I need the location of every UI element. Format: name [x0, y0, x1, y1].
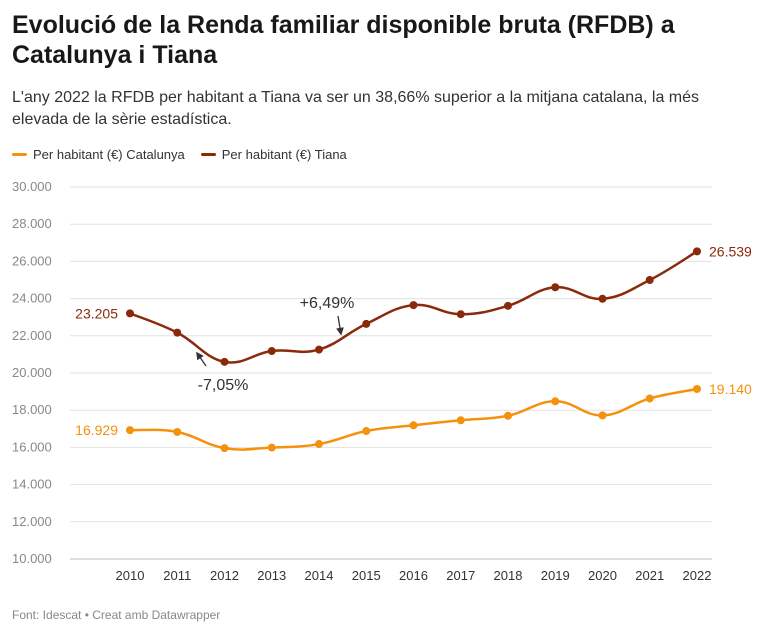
data-point-tiana-2018 [504, 301, 512, 310]
y-tick-label: 20.000 [12, 365, 52, 380]
data-point-tiana-2016 [409, 301, 418, 310]
x-tick-label: 2014 [305, 568, 334, 583]
label-catalunya-start: 16.929 [75, 422, 118, 438]
data-point-catalunya-2015 [362, 427, 371, 436]
label-tiana-start: 23.205 [75, 305, 118, 321]
line-chart: 10.000 12.000 14.000 16.000 18.000 20.000 22.0… [12, 179, 752, 583]
chart-title: Evolució de la Renda familiar disponible… [12, 11, 675, 69]
x-tick-label: 2010 [116, 568, 145, 583]
data-point-tiana-2021 [645, 276, 654, 284]
data-point-catalunya-2010 [126, 426, 134, 435]
x-tick-label: 2020 [588, 568, 617, 583]
data-point-tiana-2022 [693, 247, 701, 256]
y-tick-label: 26.000 [12, 253, 52, 268]
data-point-tiana-2017 [456, 310, 465, 319]
legend: Per habitant (€) Catalunya Per habitant … [12, 145, 363, 163]
y-tick-label: 14.000 [12, 477, 52, 492]
annotation-rise: +6,49% [300, 295, 355, 312]
data-point-catalunya-2017 [456, 416, 465, 425]
source-footer: Font: Idescat • Creat amb Datawrapper [12, 608, 221, 622]
chart-subtitle: L'any 2022 la RFDB per habitant a Tiana … [12, 89, 700, 128]
data-point-catalunya-2019 [551, 397, 560, 406]
data-point-tiana-2015 [362, 319, 371, 328]
label-catalunya-end: 19.140 [709, 381, 752, 397]
data-point-tiana-2020 [598, 294, 607, 303]
legend-item-tiana: Per habitant (€) Tiana [200, 146, 347, 162]
y-tick-label: 30.000 [12, 179, 52, 194]
x-tick-label: 2017 [446, 568, 475, 583]
legend-label-catalunya: Per habitant (€) Catalunya [33, 146, 185, 162]
data-point-catalunya-2011 [173, 427, 182, 436]
x-tick-label: 2018 [494, 568, 523, 583]
y-tick-label: 12.000 [12, 514, 52, 529]
x-tick-label: 2011 [163, 568, 191, 583]
x-tick-label: 2013 [257, 568, 286, 583]
data-point-tiana-2013 [267, 347, 276, 356]
data-point-tiana-2011 [173, 328, 182, 337]
x-tick-label: 2016 [399, 568, 428, 583]
data-point-catalunya-2013 [267, 443, 276, 452]
y-tick-label: 22.000 [12, 328, 52, 343]
y-tick-label: 28.000 [12, 216, 52, 231]
data-point-catalunya-2020 [598, 411, 607, 420]
series-line-catalunya [129, 387, 698, 451]
y-tick-label: 24.000 [12, 291, 52, 306]
y-tick-label: 10.000 [12, 551, 52, 566]
legend-item-catalunya: Per habitant (€) Catalunya [12, 147, 185, 162]
data-point-tiana-2019 [551, 283, 560, 292]
x-tick-label: 2021 [635, 568, 664, 583]
data-point-catalunya-2021 [645, 394, 654, 403]
y-tick-label: 16.000 [12, 439, 52, 454]
legend-label-tiana: Per habitant (€) Tiana [221, 146, 347, 162]
legend-swatch-catalunya [12, 152, 27, 156]
x-tick-label: 2015 [352, 568, 381, 583]
x-tick-label: 2019 [541, 568, 570, 583]
data-point-catalunya-2022 [693, 384, 701, 393]
data-point-tiana-2014 [315, 345, 323, 354]
data-point-catalunya-2016 [409, 421, 418, 430]
data-point-catalunya-2018 [504, 411, 512, 420]
data-point-catalunya-2014 [315, 440, 323, 449]
data-point-catalunya-2012 [220, 444, 229, 453]
annotation-arrow-rise [336, 315, 344, 336]
data-point-tiana-2010 [126, 309, 134, 318]
x-tick-label: 2022 [683, 568, 712, 583]
annotation-drop: -7,05% [198, 377, 249, 394]
legend-swatch-tiana [200, 152, 216, 156]
label-tiana-end: 26.539 [709, 243, 752, 259]
annotation-arrow-drop [196, 351, 207, 367]
x-tick-label: 2012 [210, 568, 239, 583]
y-tick-label: 18.000 [12, 402, 52, 417]
data-point-tiana-2012 [220, 357, 229, 366]
